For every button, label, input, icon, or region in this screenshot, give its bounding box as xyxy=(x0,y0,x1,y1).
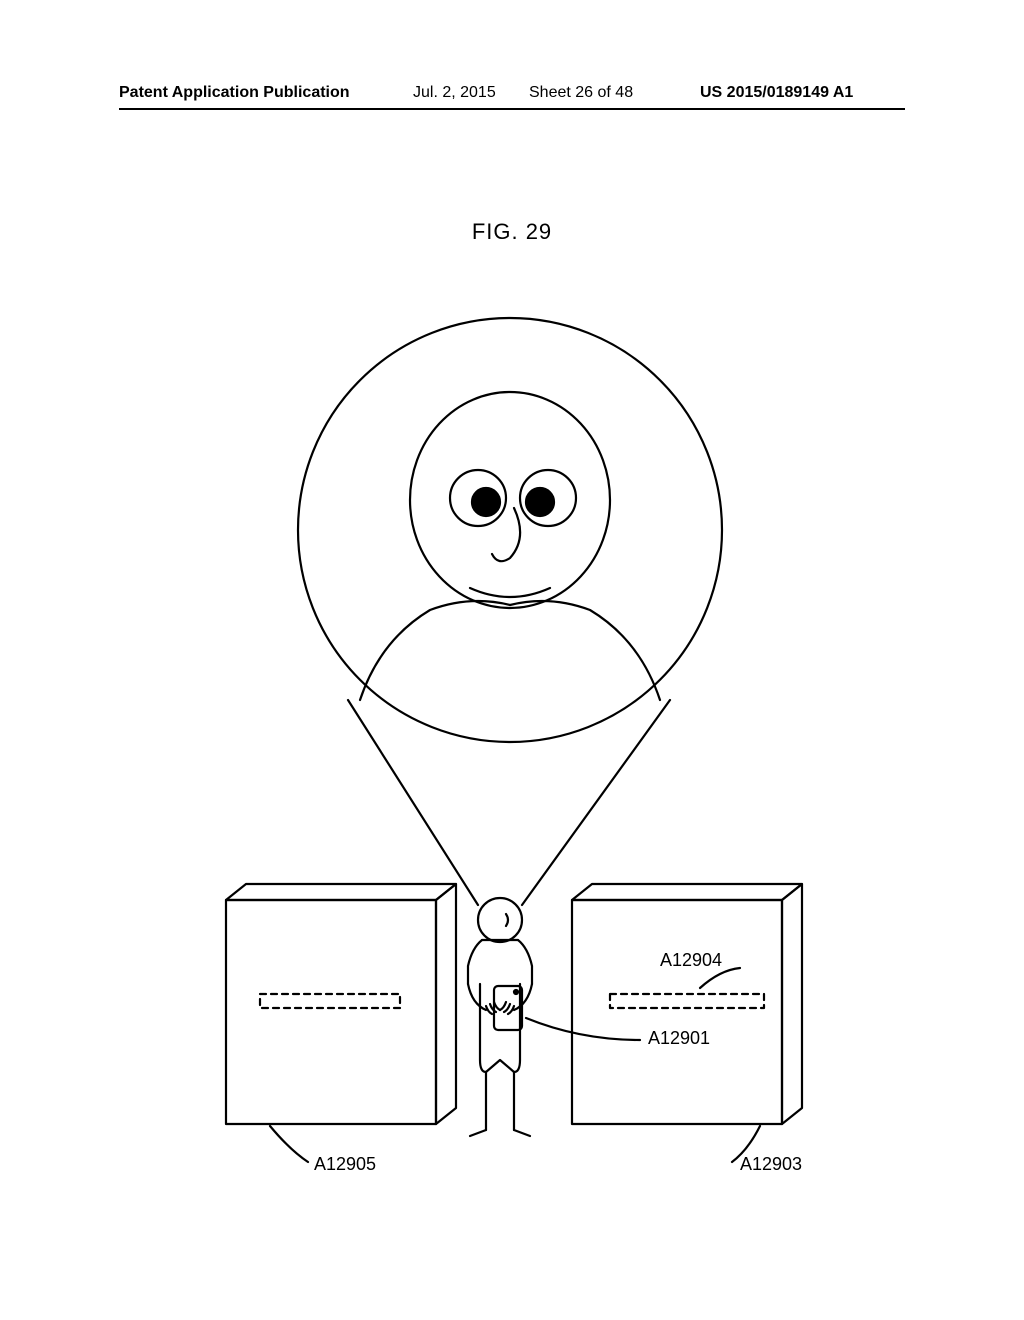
leader-a12901 xyxy=(526,1018,640,1040)
figure-drawing xyxy=(0,0,1024,1320)
person-large-head xyxy=(360,392,660,700)
ref-a12901: A12901 xyxy=(648,1028,710,1049)
ref-a12904: A12904 xyxy=(660,950,722,971)
ref-a12905: A12905 xyxy=(314,1154,376,1175)
person-small xyxy=(468,898,532,1136)
leader-a12904 xyxy=(700,968,740,988)
leader-a12905 xyxy=(270,1126,308,1162)
zoom-line-left xyxy=(348,700,478,905)
page: Patent Application Publication Jul. 2, 2… xyxy=(0,0,1024,1320)
left-box xyxy=(226,884,456,1124)
zoom-line-right xyxy=(522,700,670,905)
right-box xyxy=(572,884,802,1124)
ref-a12903: A12903 xyxy=(740,1154,802,1175)
zoom-circle xyxy=(298,318,722,742)
